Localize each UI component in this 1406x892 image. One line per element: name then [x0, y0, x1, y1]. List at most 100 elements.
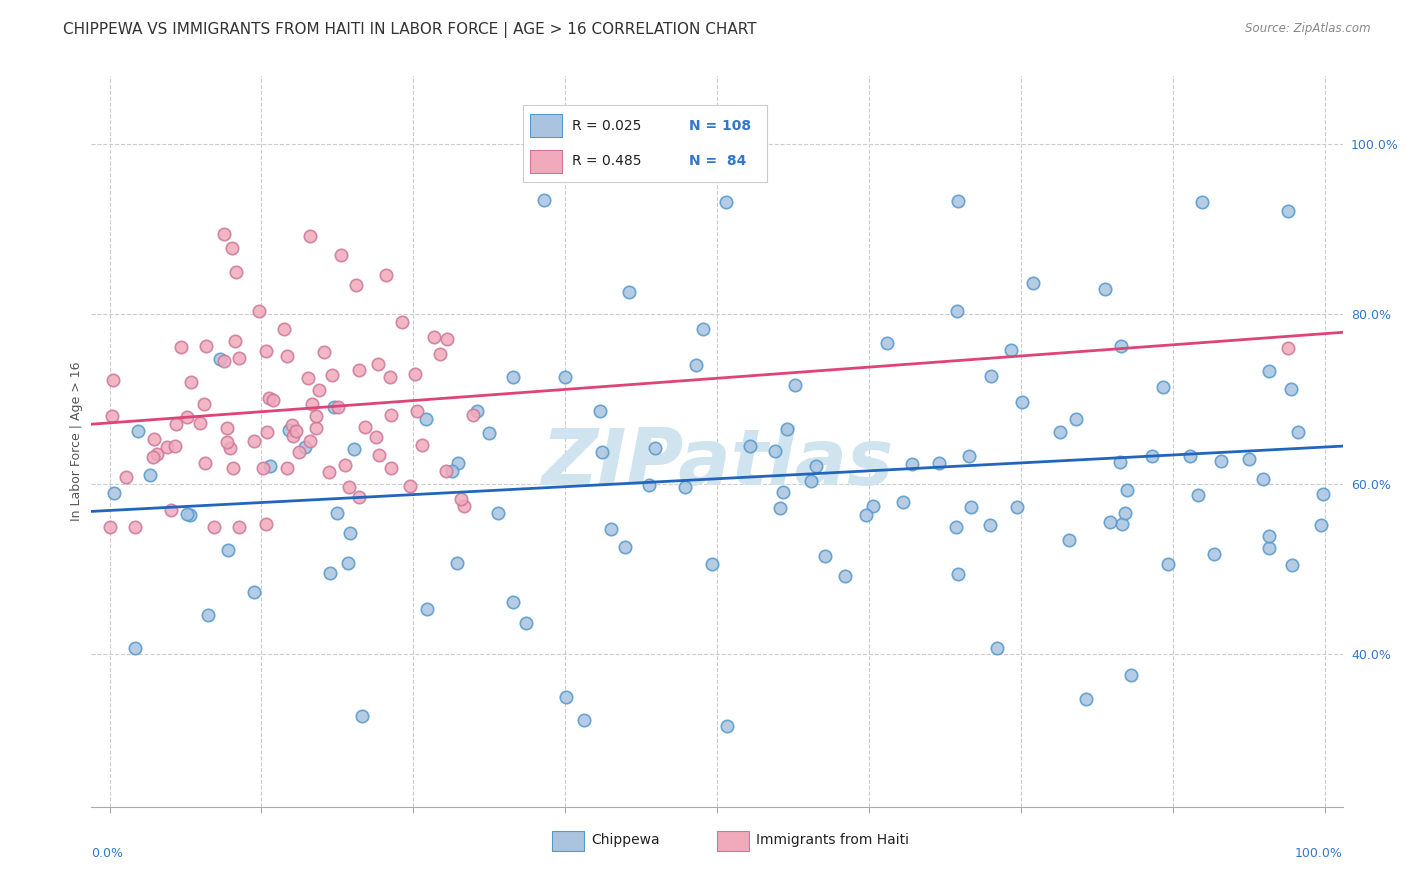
Point: [344, 277, 367, 292]
Point: [298, 228, 321, 243]
Point: [440, 464, 463, 478]
Point: [399, 479, 422, 493]
Point: [554, 690, 576, 705]
Text: 0.0%: 0.0%: [91, 847, 124, 861]
Point: [533, 193, 555, 207]
Point: [202, 519, 225, 533]
Point: [411, 438, 433, 452]
Point: [103, 486, 125, 500]
Point: [1011, 395, 1033, 409]
Point: [259, 459, 281, 474]
Point: [1180, 449, 1202, 463]
Point: [1310, 517, 1333, 532]
Point: [980, 368, 1002, 383]
Point: [347, 490, 370, 504]
Point: [312, 345, 335, 359]
Point: [1142, 450, 1164, 464]
Point: [1157, 557, 1180, 571]
Point: [502, 370, 524, 384]
Point: [326, 507, 349, 521]
Point: [194, 456, 217, 470]
Point: [263, 392, 285, 407]
Point: [416, 601, 439, 615]
Point: [1277, 341, 1299, 355]
Point: [321, 368, 343, 382]
Point: [242, 434, 264, 449]
Point: [145, 446, 167, 460]
Text: Source: ZipAtlas.com: Source: ZipAtlas.com: [1246, 22, 1371, 36]
Point: [115, 469, 138, 483]
Point: [783, 378, 806, 392]
Point: [180, 375, 202, 389]
Point: [188, 416, 211, 430]
Point: [478, 426, 501, 441]
Point: [139, 468, 162, 483]
Point: [855, 508, 877, 522]
Point: [1187, 488, 1209, 502]
Point: [212, 227, 235, 242]
Point: [352, 709, 374, 723]
Point: [276, 461, 298, 475]
Point: [217, 543, 239, 558]
Point: [1000, 343, 1022, 358]
Point: [1251, 472, 1274, 486]
Point: [946, 194, 969, 209]
Point: [305, 420, 328, 434]
Point: [461, 408, 484, 422]
Point: [613, 540, 636, 554]
Point: [1152, 380, 1174, 394]
Point: [254, 517, 277, 532]
Point: [1237, 451, 1260, 466]
Point: [194, 338, 217, 352]
Point: [101, 409, 124, 424]
Point: [319, 566, 342, 580]
Point: [163, 439, 186, 453]
Point: [1114, 506, 1136, 520]
Point: [486, 506, 509, 520]
Point: [364, 430, 387, 444]
Point: [217, 435, 239, 450]
Point: [367, 357, 389, 371]
Y-axis label: In Labor Force | Age > 16: In Labor Force | Age > 16: [70, 362, 83, 521]
Point: [763, 443, 786, 458]
Point: [252, 461, 274, 475]
Point: [928, 456, 950, 470]
Point: [339, 525, 361, 540]
Point: [714, 194, 737, 209]
Point: [219, 441, 242, 455]
Point: [326, 401, 349, 415]
Point: [215, 420, 238, 434]
Point: [160, 502, 183, 516]
Point: [257, 391, 280, 405]
Point: [1094, 282, 1116, 296]
Point: [948, 566, 970, 581]
Point: [221, 241, 243, 255]
Point: [1005, 500, 1028, 515]
Point: [283, 429, 305, 443]
Point: [502, 595, 524, 609]
Point: [98, 519, 121, 533]
Point: [347, 363, 370, 377]
Point: [1022, 276, 1045, 290]
Point: [415, 412, 437, 426]
Point: [446, 556, 468, 570]
Point: [1277, 204, 1299, 219]
Point: [876, 335, 898, 350]
Point: [554, 369, 576, 384]
Point: [176, 508, 198, 522]
Point: [124, 519, 146, 533]
Point: [465, 404, 488, 418]
Point: [333, 458, 356, 472]
Point: [572, 713, 595, 727]
Point: [142, 432, 165, 446]
Point: [179, 508, 201, 523]
Point: [806, 458, 828, 473]
Text: 100.0%: 100.0%: [1295, 847, 1343, 861]
Point: [276, 349, 298, 363]
Point: [1286, 425, 1309, 439]
Point: [281, 417, 304, 432]
Point: [176, 409, 198, 424]
Point: [447, 456, 470, 470]
Point: [450, 492, 472, 507]
Point: [434, 464, 457, 478]
